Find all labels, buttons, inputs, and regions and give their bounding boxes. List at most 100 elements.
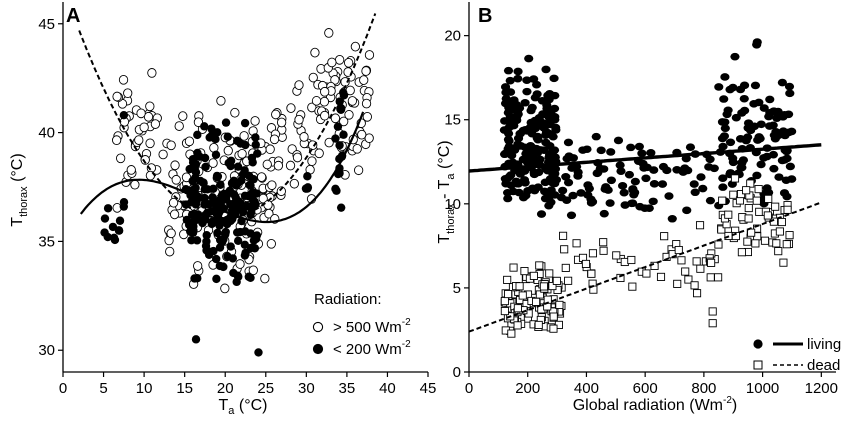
panel-b-x-axis-label: Global radiation (Wm-2) bbox=[573, 395, 738, 414]
panel-b-point-filled-circle bbox=[505, 88, 516, 96]
panel-b-point-open-square bbox=[782, 240, 791, 249]
panel-a-point-open-circle bbox=[235, 259, 245, 269]
panel-a-point-open-circle bbox=[335, 54, 345, 65]
panel-b-point-open-square bbox=[714, 273, 723, 282]
panel-a-point-filled-circle bbox=[215, 221, 224, 230]
panel-b-point-filled-circle bbox=[562, 196, 572, 204]
panel-a-axes: 0 5 10 15 20 25 30 35 40 45 30 35 40 45 bbox=[38, 2, 436, 397]
panel-a-point-filled-circle bbox=[223, 132, 232, 141]
panel-b-point-open-square bbox=[743, 237, 752, 246]
panel-a-point-filled-circle bbox=[333, 122, 343, 131]
panel-a-y-tick-label: 35 bbox=[38, 233, 55, 250]
panel-b-point-filled-circle bbox=[599, 209, 609, 218]
panel-b-point-filled-circle bbox=[527, 143, 537, 152]
panel-b-point-filled-circle bbox=[596, 146, 606, 155]
panel-a-point-filled-circle bbox=[218, 262, 228, 271]
panel-a-point-filled-circle bbox=[236, 199, 245, 208]
panel-a-point-filled-circle bbox=[119, 197, 129, 207]
panel-b-point-filled-circle bbox=[503, 66, 514, 75]
panel-a-fit-dashed-line bbox=[78, 13, 377, 220]
panel-b-point-open-square bbox=[681, 267, 690, 276]
panel-b-point-filled-circle bbox=[626, 143, 636, 152]
panel-b-point-open-square bbox=[777, 217, 786, 227]
panel-a-point-filled-circle bbox=[218, 237, 227, 247]
panel-b-point-open-square bbox=[549, 312, 558, 321]
panel-b-point-filled-circle bbox=[705, 155, 715, 164]
panel-a-point-filled-circle bbox=[211, 135, 220, 144]
panel-a-point-open-circle bbox=[320, 110, 330, 121]
panel-a-point-filled-circle bbox=[212, 274, 221, 284]
panel-a-point-filled-circle bbox=[339, 130, 348, 139]
panel-a-point-open-circle bbox=[174, 121, 184, 131]
panel-b-point-filled-circle bbox=[718, 183, 728, 191]
panel-a-point-filled-circle bbox=[226, 156, 236, 165]
panel-a-point-open-circle bbox=[359, 75, 369, 85]
panel-a-point-filled-circle bbox=[251, 140, 260, 149]
panel-a-point-open-circle bbox=[145, 101, 155, 112]
panel-a-point-open-circle bbox=[276, 117, 287, 128]
panel-b-point-open-square bbox=[500, 307, 509, 316]
panel-a-point-filled-circle bbox=[303, 172, 312, 181]
panel-a-point-filled-circle bbox=[223, 252, 232, 261]
panel-b-point-filled-circle bbox=[658, 162, 669, 171]
panel-b-point-open-square bbox=[775, 227, 784, 236]
panel-b-point-filled-circle bbox=[785, 89, 795, 98]
panel-b-y-tick-label: 0 bbox=[453, 364, 461, 381]
panel-b-point-filled-circle bbox=[568, 191, 578, 200]
panel-a-point-filled-circle bbox=[207, 124, 216, 133]
panel-a-point-filled-circle bbox=[240, 118, 250, 128]
panel-a-point-filled-circle bbox=[331, 134, 340, 143]
panel-b-point-filled-circle bbox=[649, 166, 659, 174]
panel-a-point-open-circle bbox=[139, 122, 149, 133]
panel-a-point-filled-circle bbox=[301, 184, 311, 193]
panel-a-point-open-circle bbox=[343, 57, 354, 68]
panel-a-point-open-circle bbox=[285, 160, 296, 171]
panel-a-point-filled-circle bbox=[193, 130, 202, 140]
panel-b-point-open-square bbox=[628, 282, 637, 291]
panel-a-point-open-circle bbox=[130, 179, 140, 190]
panel-b-point-filled-circle bbox=[619, 188, 629, 197]
panel-b-point-filled-circle bbox=[705, 196, 716, 205]
panel-b-point-open-square bbox=[729, 190, 738, 199]
panel-b-y-tick-label: 20 bbox=[444, 28, 461, 45]
panel-b-x-tick-label: 400 bbox=[574, 380, 599, 397]
panel-b-point-filled-circle bbox=[762, 152, 772, 161]
panel-a-point-filled-circle bbox=[233, 162, 243, 171]
panel-b-point-filled-circle bbox=[522, 87, 532, 96]
panel-b-point-open-square bbox=[552, 276, 561, 285]
panel-b-point-filled-circle bbox=[731, 113, 741, 122]
panel-a-point-open-circle bbox=[310, 47, 320, 58]
panel-b-point-open-square bbox=[755, 207, 764, 216]
panel-a-point-open-circle bbox=[258, 193, 268, 204]
panel-b-point-filled-circle bbox=[638, 159, 648, 168]
panel-a-point-open-circle bbox=[289, 178, 299, 189]
panel-b-point-filled-circle bbox=[667, 214, 677, 223]
panel-b-point-open-square bbox=[730, 174, 740, 183]
panel-a-point-open-circle bbox=[352, 143, 362, 154]
panel-b-point-open-square bbox=[785, 231, 794, 240]
panel-a-point-open-circle bbox=[364, 133, 374, 144]
panel-b-legend: living dead bbox=[753, 336, 841, 374]
panel-a-point-filled-circle bbox=[211, 254, 221, 264]
panel-a-x-tick-label: 10 bbox=[136, 380, 153, 397]
panel-b-y-tick-label: 10 bbox=[444, 196, 461, 213]
panel-a-point-filled-circle bbox=[189, 217, 199, 226]
panel-a-x-tick-label: 0 bbox=[59, 380, 67, 397]
panel-a-point-filled-circle bbox=[192, 236, 202, 245]
panel-a-point-open-circle bbox=[324, 137, 334, 148]
panel-b-point-open-square bbox=[708, 307, 717, 316]
panel-b-point-filled-circle bbox=[765, 95, 775, 104]
panel-b-point-filled-circle bbox=[500, 83, 511, 91]
panel-b-point-filled-circle bbox=[545, 90, 555, 98]
panel-b-point-filled-circle bbox=[637, 149, 647, 158]
panel-b-point-open-square bbox=[690, 281, 699, 290]
panel-b-point-open-square bbox=[642, 269, 651, 278]
panel-b-fit-dashed-line bbox=[468, 201, 822, 333]
panel-b-point-filled-circle bbox=[750, 81, 761, 90]
panel-a-point-open-circle bbox=[324, 28, 334, 38]
panel-a-point-filled-circle bbox=[119, 110, 129, 120]
panel-b-point-open-square bbox=[616, 273, 625, 283]
panel-a-point-open-circle bbox=[116, 153, 126, 164]
panel-b-point-filled-circle bbox=[723, 106, 733, 115]
panel-a-point-open-circle bbox=[330, 113, 341, 124]
